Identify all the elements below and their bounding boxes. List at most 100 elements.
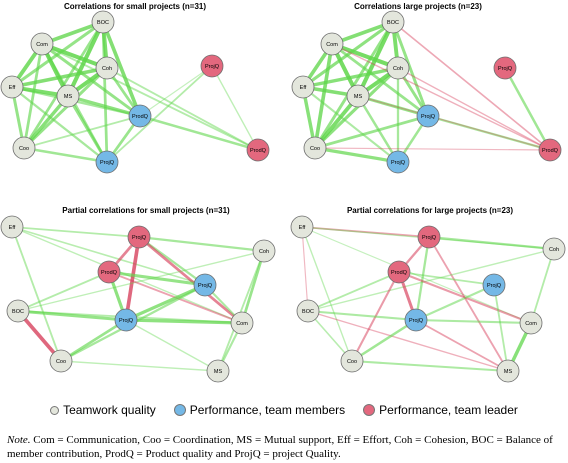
network-edge <box>106 67 259 151</box>
legend-label: Performance, team members <box>189 403 346 417</box>
node-label: Eff <box>9 85 16 91</box>
network-edge <box>124 318 244 325</box>
network-edge <box>11 226 206 286</box>
network-node <box>0 75 24 99</box>
node-label: BOC <box>302 309 314 315</box>
network-edge <box>22 146 109 164</box>
network-node <box>114 308 138 332</box>
node-label: BOC <box>387 20 399 26</box>
figure-note: Note. Com = Communication, Coo = Coordin… <box>7 433 563 461</box>
network-node <box>538 138 562 162</box>
members-swatch-icon <box>173 404 186 416</box>
network-edge <box>138 114 260 152</box>
network-edge <box>211 65 259 151</box>
network-edge <box>307 271 400 312</box>
network-edge <box>313 66 400 150</box>
network-node <box>95 150 119 174</box>
note-prefix: Note. <box>7 434 31 446</box>
network-edge <box>314 147 551 151</box>
network-node <box>303 136 327 160</box>
node-label: ProjQ <box>498 66 513 72</box>
node-label: Coh <box>259 249 269 255</box>
legend-item-members: Performance, team members <box>173 403 346 417</box>
network-edge <box>313 114 430 150</box>
network-edge <box>107 270 207 287</box>
network-node <box>493 56 517 80</box>
network-edge <box>137 235 244 325</box>
network-node <box>290 215 314 239</box>
network-node <box>246 138 270 162</box>
node-label: ProjQ <box>100 160 115 166</box>
network-node <box>206 359 230 383</box>
network-node <box>193 273 217 297</box>
network-edge <box>301 226 353 362</box>
node-label: ProjQ <box>119 318 134 324</box>
network-node <box>49 349 73 373</box>
panel-correlations-small: Correlations for small projects (n=31) B… <box>0 2 270 174</box>
panel-title: Partial correlations for large projects … <box>347 206 513 215</box>
network-node <box>519 311 543 335</box>
legend-item-teamwork: Teamwork quality <box>50 403 156 417</box>
network-edge <box>301 226 532 324</box>
node-label: ProjQ <box>132 235 147 241</box>
node-label: MS <box>64 94 73 100</box>
panel-partial-small: Partial correlations for small projects … <box>0 206 276 383</box>
network-node <box>30 32 54 56</box>
node-label: ProdQ <box>391 270 408 276</box>
network-edge <box>427 235 556 251</box>
network-edge <box>356 94 430 118</box>
network-edge <box>39 41 110 71</box>
node-label: MS <box>354 94 363 100</box>
network-node <box>6 299 30 323</box>
node-label: ProjQ <box>409 318 424 324</box>
network-node <box>56 84 80 108</box>
node-label: Coh <box>549 247 559 253</box>
node-label: Eff <box>300 85 307 91</box>
node-label: Com <box>525 321 537 327</box>
network-edge <box>331 43 551 151</box>
node-label: Coo <box>56 359 66 365</box>
node-label: Coh <box>393 66 403 72</box>
network-edge <box>301 85 400 164</box>
network-edge <box>106 65 213 163</box>
network-node <box>95 56 119 80</box>
node-label: ProjQ <box>487 283 502 289</box>
network-edge <box>66 94 109 164</box>
network-node <box>128 104 152 128</box>
network-edge <box>10 66 109 89</box>
node-label: ProjQ <box>422 235 437 241</box>
node-label: ProjQ <box>205 64 220 70</box>
panel-title: Correlations for small projects (n=31) <box>64 2 206 11</box>
network-edge <box>306 309 418 322</box>
teamwork-swatch-icon <box>50 405 60 415</box>
network-node <box>416 104 440 128</box>
node-label: Com <box>36 42 48 48</box>
network-edge <box>101 20 142 118</box>
node-label: Eff <box>9 225 16 231</box>
network-figure: Correlations for small projects (n=31) B… <box>0 2 566 383</box>
network-node <box>417 225 441 249</box>
network-node <box>0 215 24 239</box>
node-label: Coo <box>19 146 29 152</box>
network-edge <box>17 250 265 312</box>
legend-label: Performance, team leader <box>379 403 518 417</box>
network-edge <box>392 21 551 151</box>
legend-item-leader: Performance, team leader <box>363 403 518 417</box>
network-node <box>12 136 36 160</box>
network-edge <box>415 319 509 372</box>
network-node <box>252 239 276 263</box>
network-edge <box>414 235 431 322</box>
node-label: ProdQ <box>132 114 149 120</box>
node-label: ProjQ <box>391 160 406 166</box>
legend: Teamwork quality Performance, team membe… <box>0 398 568 422</box>
node-label: BOC <box>97 20 109 26</box>
network-node <box>91 10 115 34</box>
network-edge <box>137 235 266 253</box>
node-label: BOC <box>12 309 24 315</box>
network-edge <box>426 114 552 152</box>
network-node <box>340 349 364 373</box>
network-node <box>482 273 506 297</box>
network-node <box>200 54 224 78</box>
network-node <box>346 84 370 108</box>
network-node <box>542 237 566 261</box>
